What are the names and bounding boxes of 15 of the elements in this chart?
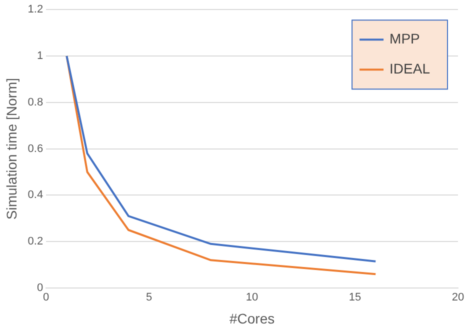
x-tick-label: 15 (348, 292, 362, 304)
legend-label: MPP (390, 30, 420, 46)
y-axis-title: Simulation time [Norm] (3, 78, 20, 220)
legend-label: IDEAL (390, 60, 430, 76)
x-tick-label: 10 (246, 292, 258, 304)
y-tick-label: 1.2 (28, 4, 44, 16)
y-tick-label: 1 (36, 50, 44, 62)
y-tick-label: 0 (36, 282, 44, 294)
y-tick-label: 0.2 (28, 236, 44, 248)
x-axis-title: #Cores (229, 310, 275, 326)
y-tick-label: 0.8 (28, 96, 44, 108)
y-tick-label: 0.6 (28, 142, 44, 155)
y-tick-label: 0.4 (28, 189, 44, 202)
x-tick-label: 20 (452, 292, 464, 304)
x-tick-label: 5 (146, 292, 152, 304)
